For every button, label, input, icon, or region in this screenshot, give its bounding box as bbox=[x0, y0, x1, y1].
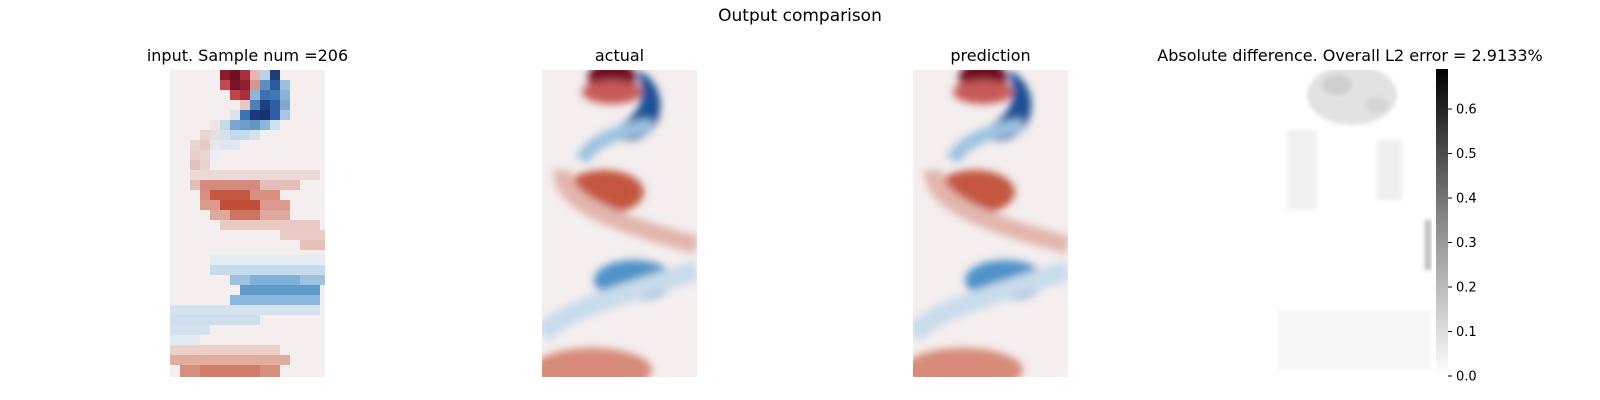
panel-title-difference: Absolute difference. Overall L2 error = … bbox=[1157, 46, 1543, 65]
colorbar-gradient bbox=[1436, 69, 1448, 376]
colorbar-tick-label: 0.6 bbox=[1456, 103, 1477, 118]
colorbar: 0.0 0.1 0.2 0.3 0.4 0.5 0.6 bbox=[1436, 69, 1477, 385]
colorbar-tick-label: 0.1 bbox=[1456, 325, 1477, 340]
colorbar-tick-label: 0.0 bbox=[1456, 370, 1477, 385]
heatmap-actual bbox=[542, 70, 697, 377]
heatmap-input-cells bbox=[190, 70, 290, 170]
heatmap-input-blue-blob bbox=[170, 255, 325, 345]
panel-title-actual: actual bbox=[594, 46, 645, 65]
heatmap-difference bbox=[1277, 70, 1432, 377]
heatmap-input-red-blob bbox=[190, 170, 325, 250]
heatmap-input-bottom-red bbox=[170, 345, 290, 377]
colorbar-tick-label: 0.5 bbox=[1456, 147, 1477, 162]
figure-title: Output comparison bbox=[718, 6, 882, 26]
colorbar-tick-label: 0.3 bbox=[1456, 236, 1477, 251]
heatmap-input bbox=[170, 70, 325, 377]
colorbar-tick-label: 0.2 bbox=[1456, 281, 1477, 296]
panel-title-prediction: prediction bbox=[950, 46, 1031, 65]
heatmap-prediction bbox=[913, 70, 1068, 377]
panel-title-input: input. Sample num =206 bbox=[146, 46, 349, 65]
colorbar-tick-label: 0.4 bbox=[1456, 192, 1477, 207]
colorbar-ticks: 0.0 0.1 0.2 0.3 0.4 0.5 0.6 bbox=[1448, 103, 1477, 385]
vortex-bottom-red bbox=[542, 348, 652, 377]
